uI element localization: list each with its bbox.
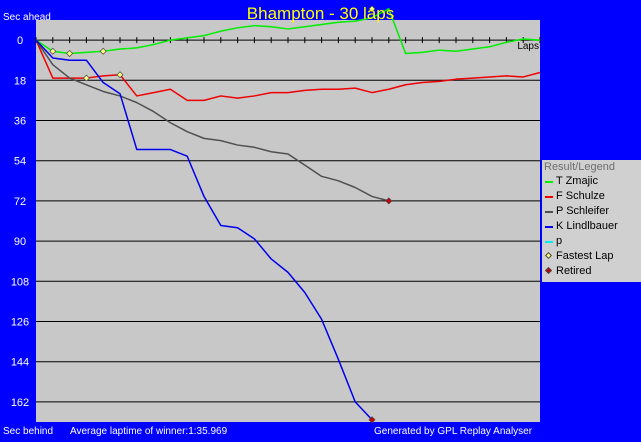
fastest-lap-marker bbox=[116, 71, 124, 79]
fastest-lap-marker bbox=[66, 50, 74, 57]
legend-item-p: p bbox=[545, 235, 562, 248]
y-tick-label: 90 bbox=[14, 236, 26, 248]
legend-swatch bbox=[545, 175, 553, 188]
retired-marker bbox=[385, 197, 393, 205]
legend-label: Retired bbox=[556, 265, 592, 277]
legend-swatch bbox=[545, 190, 553, 203]
legend-item-fastest-lap: Fastest Lap bbox=[545, 250, 613, 263]
gridlines bbox=[36, 39, 540, 403]
retired-marker bbox=[368, 416, 376, 424]
footer-generated-by: Generated by GPL Replay Analyser bbox=[374, 426, 533, 437]
legend-item-p-schleifer: P Schleifer bbox=[545, 205, 609, 218]
footer-average-laptime: Average laptime of winner:1:35.969 bbox=[70, 426, 228, 437]
legend-label: T Zmajic bbox=[556, 175, 598, 187]
chart-title: Bhampton - 30 laps bbox=[246, 4, 395, 23]
y-tick-label: 72 bbox=[14, 196, 26, 208]
fastest-lap-icon bbox=[545, 250, 553, 263]
plot-area bbox=[36, 20, 540, 422]
legend-swatch bbox=[545, 220, 553, 233]
y-tick-label: 162 bbox=[11, 397, 29, 409]
legend-title: Result/Legend bbox=[544, 161, 615, 173]
legend-item-k-lindlbauer: K Lindlbauer bbox=[545, 220, 618, 233]
legend-label: F Schulze bbox=[556, 190, 605, 202]
fastest-lap-marker bbox=[49, 47, 57, 55]
series-line-p-schleifer bbox=[35, 39, 389, 202]
y-tick-label: 126 bbox=[11, 317, 29, 329]
fastest-lap-marker bbox=[368, 5, 376, 13]
x-axis-label: Laps bbox=[517, 41, 539, 52]
y-tick-label: 0 bbox=[17, 35, 23, 47]
legend-label: p bbox=[556, 235, 563, 247]
y-axis-top-label: Sec ahead bbox=[3, 12, 51, 23]
legend-label: P Schleifer bbox=[556, 205, 609, 217]
markers bbox=[49, 5, 393, 424]
legend: Result/Legend T Zmajic F Schulze P Schle… bbox=[542, 160, 641, 282]
y-tick-label: 144 bbox=[11, 357, 29, 369]
y-axis-bottom-label: Sec behind bbox=[3, 426, 54, 437]
legend-swatch bbox=[545, 205, 553, 218]
y-tick-label: 108 bbox=[11, 276, 29, 288]
series-line-t-zmajic bbox=[35, 8, 541, 55]
fastest-lap-marker bbox=[82, 74, 90, 82]
fastest-lap-marker bbox=[99, 47, 107, 55]
legend-item-f-schulze: F Schulze bbox=[545, 190, 605, 203]
retired-icon bbox=[545, 265, 553, 278]
legend-label: Fastest Lap bbox=[556, 250, 614, 262]
series-line-k-lindlbauer bbox=[35, 39, 373, 421]
legend-swatch bbox=[545, 235, 553, 248]
y-tick-label: 36 bbox=[14, 116, 26, 128]
y-tick-labels: 0 18 36 54 72 90 108 126 144 162 bbox=[11, 35, 29, 409]
legend-label: K Lindlbauer bbox=[556, 220, 618, 232]
y-tick-label: 18 bbox=[14, 75, 26, 87]
legend-item-t-zmajic: T Zmajic bbox=[545, 175, 598, 188]
y-tick-label: 54 bbox=[14, 156, 26, 168]
legend-item-retired: Retired bbox=[545, 265, 591, 278]
